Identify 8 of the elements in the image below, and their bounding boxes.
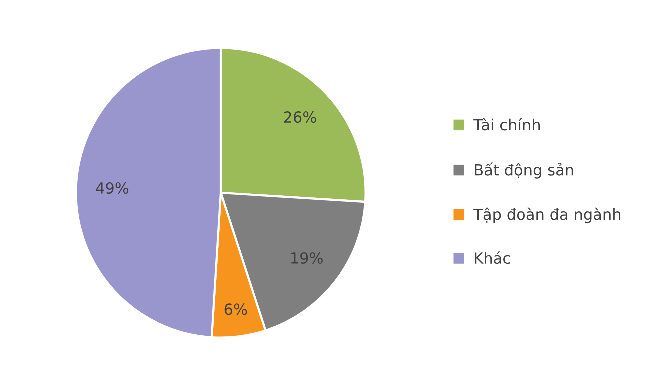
legend-label: Bất động sản bbox=[475, 162, 574, 179]
legend-label: Tập đoàn đa ngành bbox=[474, 208, 621, 224]
data-label: 19% bbox=[292, 252, 323, 264]
data-label: 49% bbox=[96, 182, 129, 194]
data-label: 6% bbox=[224, 304, 248, 316]
data-label: 26% bbox=[284, 112, 316, 124]
legend-label: Khác bbox=[475, 252, 510, 264]
legend-label: Tài chính bbox=[474, 118, 540, 131]
